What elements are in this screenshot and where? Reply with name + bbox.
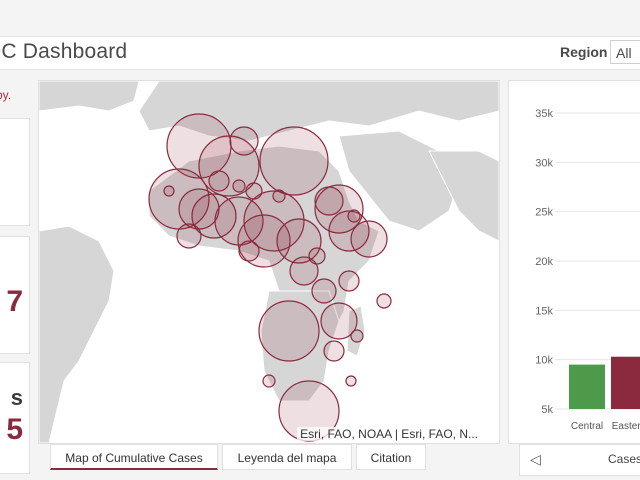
chart-canvas: 35k 30k 25k 20k 15k 10k 5k Central Eastern bbox=[535, 108, 640, 432]
land-south-america bbox=[39, 225, 115, 443]
chart-footer: ◁ Cases bbox=[519, 444, 640, 476]
bar-central[interactable] bbox=[569, 364, 605, 409]
case-bubble[interactable] bbox=[350, 220, 388, 258]
region-filter-label: Region bbox=[560, 44, 608, 60]
case-bubble[interactable] bbox=[245, 182, 263, 200]
cases-map[interactable]: Esri, FAO, NOAA | Esri, FAO, N... bbox=[38, 80, 500, 444]
case-bubble[interactable] bbox=[272, 189, 286, 203]
case-bubble[interactable] bbox=[262, 374, 276, 388]
indicator-card-3: s 5 bbox=[0, 362, 30, 474]
case-bubble[interactable] bbox=[347, 209, 361, 223]
case-bubble[interactable] bbox=[229, 126, 259, 156]
case-bubble[interactable] bbox=[191, 193, 237, 239]
case-bubble[interactable] bbox=[328, 210, 370, 252]
indicator-value: 7 bbox=[6, 285, 23, 318]
land-europe bbox=[138, 81, 499, 142]
chart-footer-label: Cases bbox=[608, 452, 640, 466]
case-bubble[interactable] bbox=[320, 302, 358, 340]
map-canvas[interactable] bbox=[39, 81, 499, 443]
y-tick-label: 25k bbox=[535, 207, 553, 219]
case-bubble[interactable] bbox=[214, 196, 264, 246]
land-middle-east bbox=[338, 130, 460, 232]
case-bubble[interactable] bbox=[278, 380, 340, 442]
case-bubble[interactable] bbox=[176, 223, 202, 249]
case-bubble[interactable] bbox=[208, 170, 230, 192]
land-india bbox=[428, 150, 499, 242]
case-bubble[interactable] bbox=[232, 179, 246, 193]
case-bubbles[interactable] bbox=[148, 113, 392, 442]
case-bubble[interactable] bbox=[345, 375, 357, 387]
case-bubble[interactable] bbox=[198, 135, 260, 197]
case-bubble[interactable] bbox=[338, 270, 360, 292]
land-masses bbox=[39, 81, 499, 443]
land-madagascar bbox=[346, 305, 366, 357]
region-select[interactable]: All bbox=[610, 40, 640, 64]
case-bubble[interactable] bbox=[350, 329, 364, 343]
tab-map-legend[interactable]: Leyenda del mapa bbox=[222, 444, 352, 470]
indicator-card-1 bbox=[0, 118, 30, 226]
triangle-left-icon[interactable]: ◁ bbox=[530, 451, 541, 467]
case-bubble[interactable] bbox=[163, 185, 175, 197]
indicator-label: s bbox=[10, 385, 23, 410]
case-bubble[interactable] bbox=[323, 340, 345, 362]
case-bubble[interactable] bbox=[238, 240, 260, 262]
land-arctic bbox=[39, 81, 140, 112]
case-bubble[interactable] bbox=[311, 278, 337, 304]
y-tick-label: 30k bbox=[535, 157, 553, 169]
case-bubble[interactable] bbox=[259, 126, 329, 196]
bar-eastern[interactable] bbox=[611, 356, 640, 409]
case-bubble[interactable] bbox=[258, 300, 320, 362]
y-tick-label: 5k bbox=[541, 404, 553, 416]
y-tick-label: 35k bbox=[535, 108, 553, 120]
indicator-value: 5 bbox=[6, 413, 23, 446]
map-attribution: Esri, FAO, NOAA | Esri, FAO, N... bbox=[297, 427, 481, 441]
case-bubble[interactable] bbox=[237, 214, 291, 268]
cases-by-region-chart: 35k 30k 25k 20k 15k 10k 5k Central Eastern bbox=[508, 80, 640, 444]
x-tick-label: Eastern bbox=[612, 421, 640, 432]
tab-map-of-cumulative-cases[interactable]: Map of Cumulative Cases bbox=[50, 444, 218, 470]
tab-citation[interactable]: Citation bbox=[356, 444, 426, 470]
case-bubble[interactable] bbox=[376, 293, 392, 309]
y-tick-label: 15k bbox=[535, 305, 553, 317]
case-bubble[interactable] bbox=[308, 247, 326, 265]
x-tick-label: Central bbox=[571, 421, 603, 432]
land-southern-africa bbox=[260, 290, 340, 402]
indicator-card-2: 7 bbox=[0, 236, 30, 354]
page-title: DC Dashboard bbox=[0, 40, 128, 63]
y-tick-label: 10k bbox=[535, 355, 553, 367]
dashboard-header: DC Dashboard Region All bbox=[0, 36, 640, 70]
left-panel-note: by. bbox=[0, 88, 12, 102]
y-tick-label: 20k bbox=[535, 256, 553, 268]
case-bubble[interactable] bbox=[289, 256, 319, 286]
